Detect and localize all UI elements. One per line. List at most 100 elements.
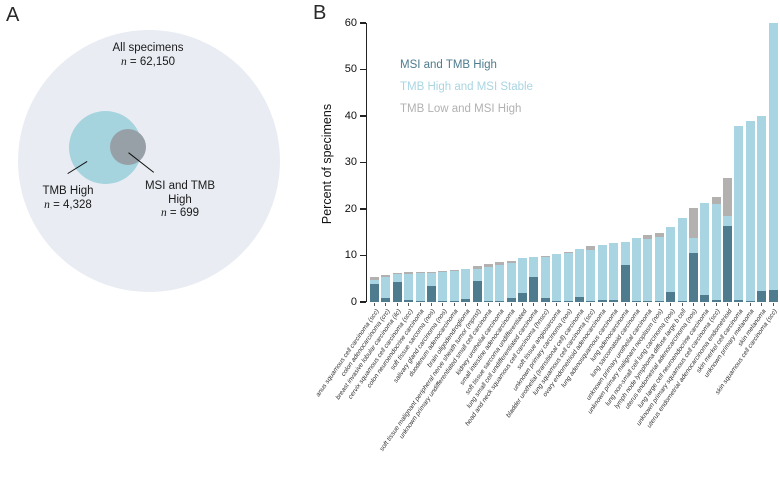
bar-segment-tmb-high-msi-stable [540,256,550,298]
bar-segment-msi-tmb-high [392,281,402,302]
venn-circle-msi-and-tmb-high [110,129,146,165]
x-axis-tick [476,303,478,306]
bar-segment-msi-tmb-high [438,300,448,302]
y-axis-tick [360,254,366,257]
bar-segment-msi-tmb-high [677,301,687,302]
bar-segment-msi-tmb-high [472,280,482,302]
x-axis-tick [658,303,660,306]
x-axis-tick [749,303,751,306]
y-axis-tick-label: 60 [344,16,357,29]
x-axis-tick [579,303,581,306]
venn-tmb-high-label: TMB High n = 4,328 [18,185,118,212]
bar-segment-tmb-high-msi-stable [495,264,505,301]
bar-segment-msi-tmb-high [575,297,585,302]
bar-segment-tmb-high-msi-stable [426,272,436,287]
bar-segment-tmb-high-msi-stable [461,268,471,300]
bar-segment-msi-tmb-high [631,300,641,302]
bar-segment-msi-tmb-high [757,291,767,302]
bar-segment-msi-tmb-high [620,264,630,302]
bar-segment-msi-tmb-high [404,300,414,302]
bar-segment-tmb-high-msi-stable [552,253,562,301]
bar-segment-tmb-high-msi-stable [757,115,767,292]
x-axis-tick [727,303,729,306]
venn-msi-title-line2: High [168,193,192,206]
x-axis-tick [487,303,489,306]
bar-segment-msi-tmb-high [518,293,528,302]
x-axis-tick [419,303,421,306]
venn-msi-and-tmb-high-label: MSI and TMB High n = 699 [137,180,223,221]
bar-segment-msi-tmb-high [768,289,778,302]
bar-segment-tmb-high-msi-stable [529,256,539,278]
bar-segment-msi-tmb-high [734,300,744,302]
bar-segment-tmb-high-msi-stable [666,227,676,293]
panel-a-label: A [6,4,20,26]
x-axis-tick [670,303,672,306]
bar-segment-msi-tmb-high [540,297,550,302]
bar-segment-msi-tmb-high [449,301,459,302]
chart-legend: MSI and TMB High TMB High and MSI Stable… [400,54,533,120]
bar-segment-msi-tmb-high [597,299,607,302]
x-axis-tick [613,303,615,306]
x-axis-tick [510,303,512,306]
bar-segment-tmb-low-msi-high [711,197,721,205]
bar-segment-tmb-high-msi-stable [734,126,744,301]
bar-segment-tmb-low-msi-high [381,275,391,278]
bar-segment-tmb-low-msi-high [438,270,448,272]
bar-segment-tmb-high-msi-stable [392,274,402,282]
bar-segment-tmb-low-msi-high [472,266,482,270]
venn-all-specimens-title: All specimens [112,42,184,54]
x-axis-tick [408,303,410,306]
bar-segment-tmb-low-msi-high [563,252,573,254]
bar-segment-tmb-high-msi-stable [597,245,607,300]
bar-segment-msi-tmb-high [666,292,676,302]
y-axis-tick-label: 30 [344,156,357,168]
x-axis-tick [499,303,501,306]
y-axis-tick-label: 20 [344,202,357,215]
x-axis-tick [442,303,444,306]
y-axis-tick-label: 50 [344,63,357,75]
y-axis-tick [360,208,366,210]
x-axis-tick [590,303,592,306]
bar-segment-tmb-low-msi-high [449,269,459,272]
bar-segment-msi-tmb-high [723,226,733,302]
x-axis-tick [624,303,626,306]
bar-segment-msi-tmb-high [370,283,379,302]
bar-segment-msi-tmb-high [654,300,664,302]
y-axis-tick-label: 40 [344,109,357,122]
legend-tmb-high-msi-stable: TMB High and MSI Stable [400,81,533,93]
bar-segment-tmb-low-msi-high [370,277,379,280]
bar-segment-msi-tmb-high [415,301,425,302]
x-axis-tick [396,303,398,306]
x-axis-tick [374,303,375,306]
x-axis-tick [692,303,694,306]
bar-segment-msi-tmb-high [563,300,573,302]
bar-segment-tmb-high-msi-stable [506,262,516,299]
bar-segment-msi-tmb-high [711,300,721,302]
bar-segment-msi-tmb-high [745,300,755,302]
x-axis-tick [715,303,717,306]
y-axis-tick [360,301,366,303]
bar-segment-tmb-high-msi-stable [370,279,379,284]
panel-b-label: B [313,2,327,24]
bar-segment-msi-tmb-high [643,301,653,302]
legend-msi-and-tmb-high: MSI and TMB High [400,59,497,71]
y-axis-tick-label: 0 [350,295,357,308]
x-axis-tick [453,303,455,306]
bar-segment-tmb-high-msi-stable [654,236,664,301]
bar-segment-tmb-low-msi-high [404,272,414,274]
bar-segment-msi-tmb-high [688,253,698,302]
y-axis-tick [360,22,366,24]
x-axis-tick [738,303,740,306]
bar-segment-tmb-high-msi-stable [586,249,596,301]
bar-segment-tmb-low-msi-high [586,245,596,250]
venn-circle-all-specimens [18,30,280,292]
bar-segment-tmb-low-msi-high [654,233,664,237]
x-axis-tick [465,303,467,306]
x-axis-tick [522,303,524,306]
x-axis-tick [567,303,569,306]
x-axis-tick [647,303,649,306]
venn-all-specimens-label: All specimens n = 62,150 [78,42,218,69]
bar-segment-msi-tmb-high [426,286,436,302]
bar-segment-tmb-high-msi-stable [711,204,721,301]
bar-segment-msi-tmb-high [495,300,505,302]
